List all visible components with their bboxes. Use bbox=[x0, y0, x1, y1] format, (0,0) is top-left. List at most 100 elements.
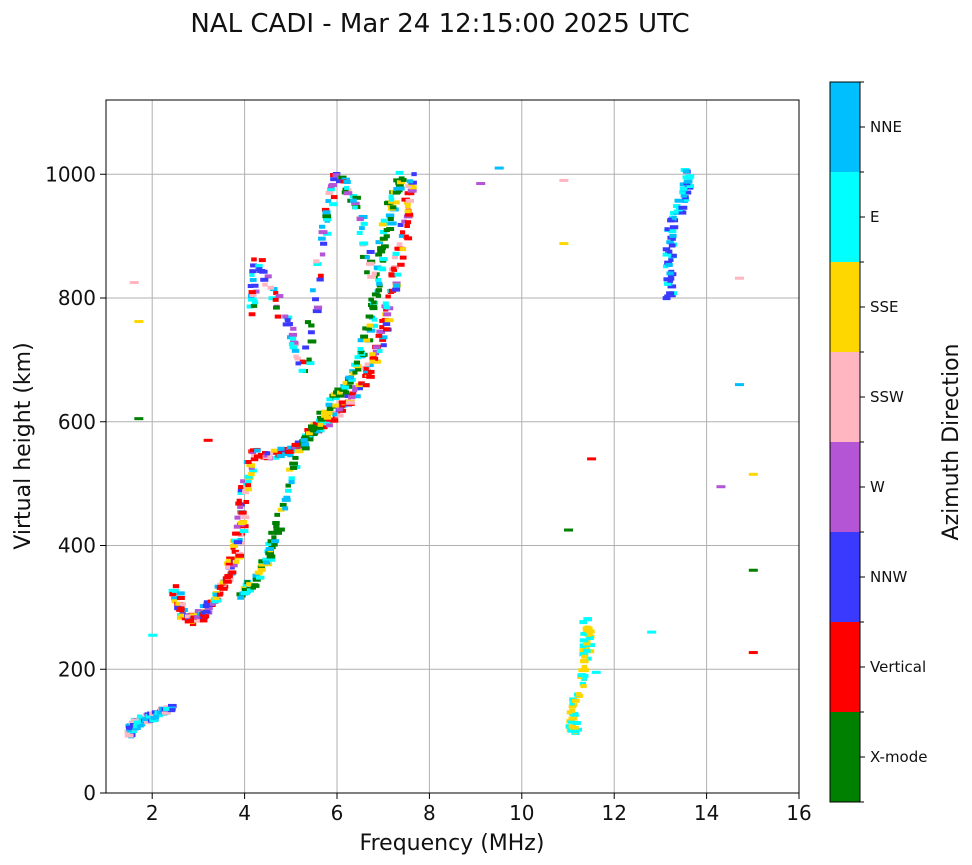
echo-mark bbox=[238, 485, 244, 490]
echo-mark bbox=[579, 652, 589, 657]
echo-mark bbox=[300, 438, 308, 443]
echo-mark bbox=[245, 483, 252, 488]
echo-mark bbox=[269, 557, 276, 562]
echo-mark bbox=[382, 301, 389, 306]
echo-mark bbox=[307, 330, 315, 335]
echo-mark bbox=[312, 421, 321, 426]
echo-mark bbox=[408, 191, 415, 196]
echo-mark bbox=[335, 393, 345, 398]
echo-mark bbox=[382, 321, 391, 326]
echo-mark bbox=[351, 201, 360, 206]
echo-mark bbox=[375, 333, 383, 338]
echo-mark bbox=[202, 609, 211, 614]
colorbar-tick-label: W bbox=[870, 478, 885, 496]
echo-mark bbox=[371, 292, 380, 297]
echo-mark bbox=[257, 565, 265, 570]
echo-mark bbox=[400, 177, 407, 182]
x-axis-label: Frequency (MHz) bbox=[360, 831, 545, 856]
echo-mark bbox=[273, 524, 280, 529]
echo-mark bbox=[268, 296, 276, 301]
echo-mark bbox=[191, 615, 197, 620]
echo-mark bbox=[670, 253, 677, 258]
echo-mark bbox=[225, 561, 233, 566]
echo-mark bbox=[235, 501, 243, 506]
echo-mark bbox=[282, 322, 292, 327]
echo-mark bbox=[370, 323, 379, 328]
echo-mark bbox=[305, 431, 313, 436]
echo-mark bbox=[388, 194, 394, 199]
echo-mark bbox=[225, 577, 234, 582]
echo-marks bbox=[124, 166, 758, 739]
echo-mark bbox=[667, 218, 675, 223]
echo-mark bbox=[273, 450, 282, 455]
y-tick-label: 400 bbox=[58, 534, 96, 558]
echo-mark bbox=[352, 385, 360, 390]
echo-mark bbox=[404, 209, 411, 214]
echo-mark bbox=[203, 438, 213, 442]
echo-mark bbox=[262, 282, 268, 287]
echo-mark bbox=[272, 297, 279, 302]
echo-mark bbox=[358, 381, 365, 386]
echo-mark bbox=[366, 323, 374, 328]
echo-mark bbox=[128, 720, 138, 725]
echo-mark bbox=[347, 198, 353, 203]
echo-mark bbox=[249, 468, 257, 473]
echo-mark bbox=[369, 359, 376, 364]
echo-mark bbox=[289, 345, 298, 350]
echo-mark bbox=[666, 240, 674, 245]
echo-mark bbox=[406, 179, 414, 184]
echo-mark bbox=[249, 272, 255, 277]
echo-mark bbox=[399, 247, 407, 252]
colorbar-segment bbox=[830, 82, 860, 172]
echo-mark bbox=[339, 387, 348, 392]
echo-mark bbox=[236, 498, 242, 503]
echo-mark bbox=[267, 455, 273, 460]
echo-mark bbox=[353, 360, 361, 365]
echo-mark bbox=[564, 528, 573, 532]
echo-mark bbox=[246, 588, 255, 593]
echo-mark bbox=[581, 654, 589, 659]
echo-mark bbox=[378, 222, 388, 227]
echo-mark bbox=[237, 488, 246, 493]
echo-mark bbox=[234, 515, 241, 520]
echo-mark bbox=[266, 554, 276, 559]
echo-mark bbox=[342, 390, 350, 395]
echo-mark bbox=[330, 195, 338, 200]
echo-mark bbox=[683, 179, 693, 184]
echo-mark bbox=[347, 380, 354, 385]
echo-mark bbox=[153, 713, 160, 718]
echo-mark bbox=[239, 529, 249, 534]
colorbar-segment bbox=[830, 442, 860, 532]
echo-mark bbox=[193, 618, 202, 623]
echo-mark bbox=[340, 403, 346, 408]
echo-mark bbox=[565, 724, 571, 729]
echo-mark bbox=[405, 198, 414, 203]
echo-mark bbox=[282, 452, 290, 457]
echo-mark bbox=[668, 258, 674, 263]
echo-mark bbox=[270, 448, 278, 453]
echo-mark bbox=[383, 312, 392, 317]
echo-mark bbox=[241, 587, 249, 592]
echo-mark bbox=[287, 445, 294, 450]
echo-mark bbox=[333, 396, 340, 401]
echo-mark bbox=[226, 556, 235, 561]
echo-mark bbox=[274, 512, 281, 517]
echo-mark bbox=[129, 281, 139, 285]
echo-mark bbox=[246, 304, 254, 309]
echo-mark bbox=[580, 631, 588, 636]
echo-mark bbox=[257, 452, 266, 457]
echo-mark bbox=[313, 259, 320, 264]
colorbar-tick-label: SSW bbox=[870, 388, 904, 406]
echo-mark bbox=[379, 337, 387, 342]
echo-mark bbox=[679, 182, 688, 187]
echo-mark bbox=[367, 369, 375, 374]
echo-mark bbox=[204, 603, 213, 608]
echo-mark bbox=[271, 539, 279, 544]
colorbar: X-mode Vertical NNW W SSW SSE E NNE bbox=[829, 81, 927, 803]
echo-mark bbox=[379, 318, 385, 323]
colorbar-tick-label: E bbox=[870, 208, 879, 226]
echo-mark bbox=[663, 277, 670, 282]
echo-mark bbox=[378, 329, 386, 334]
echo-mark bbox=[686, 184, 695, 189]
echo-mark bbox=[567, 728, 577, 733]
